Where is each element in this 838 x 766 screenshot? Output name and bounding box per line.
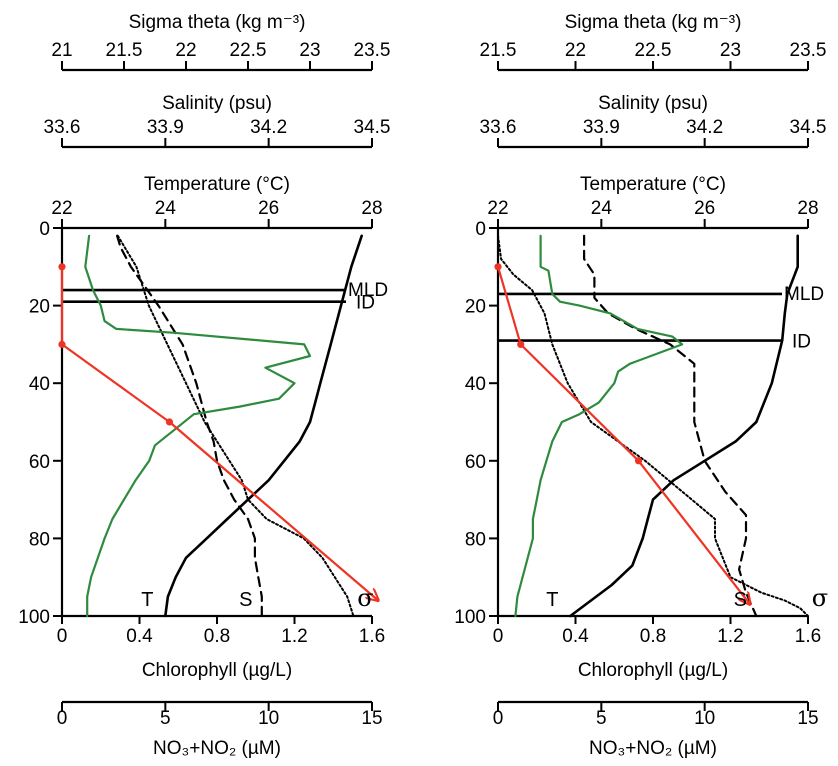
chlorophyll-tick-label: 0 bbox=[57, 626, 68, 647]
temperature-tick-label: 26 bbox=[258, 198, 279, 219]
nitrate-axis-title: NO₃+NO₂ (µM) bbox=[153, 738, 281, 759]
sigma-tick-label: 22 bbox=[565, 40, 586, 61]
nitrate-axis-title: NO₃+NO₂ (µM) bbox=[589, 738, 717, 759]
chlorophyll-axis-title: Chlorophyll (µg/L) bbox=[142, 660, 292, 681]
chlorophyll-tick-label: 1.2 bbox=[281, 626, 307, 647]
nitrate-tick-label: 15 bbox=[797, 708, 818, 729]
temperature-tick-label: 24 bbox=[155, 198, 177, 219]
nitrate-tick-label: 10 bbox=[694, 708, 715, 729]
sigma-profile-line bbox=[497, 234, 809, 617]
nitrate-sample-point bbox=[494, 263, 502, 271]
sigma-curve-label: σ bbox=[357, 584, 373, 612]
sigma-tick-label: 22.5 bbox=[230, 40, 267, 61]
sigma-profile-line bbox=[116, 234, 355, 617]
depth-tick-label: 20 bbox=[29, 297, 50, 318]
chlorophyll-tick-label: 1.6 bbox=[795, 626, 821, 647]
chlorophyll-tick-label: 0.4 bbox=[126, 626, 153, 647]
sigma-tick-label: 23.5 bbox=[790, 40, 827, 61]
temperature-tick-label: 26 bbox=[694, 198, 715, 219]
chlorophyll-tick-label: 1.6 bbox=[359, 626, 385, 647]
nitrate-sample-point bbox=[58, 340, 66, 348]
nitrate-sample-point bbox=[58, 263, 66, 271]
salinity-tick-label: 33.6 bbox=[44, 117, 81, 138]
chlorophyll-tick-label: 0.4 bbox=[562, 626, 589, 647]
temperature-curve-label: T bbox=[546, 589, 558, 611]
salinity-axis-title: Salinity (psu) bbox=[598, 93, 708, 114]
nitrate-tick-label: 0 bbox=[493, 708, 504, 729]
depth-tick-label: 20 bbox=[465, 297, 486, 318]
depth-tick-label: 0 bbox=[475, 219, 486, 240]
depth-tick-label: 80 bbox=[29, 529, 50, 550]
salinity-tick-label: 34.2 bbox=[250, 117, 287, 138]
sigma-tick-label: 23.5 bbox=[354, 40, 391, 61]
temperature-profile-line bbox=[164, 234, 364, 618]
sigma-tick-label: 21.5 bbox=[106, 40, 143, 61]
temperature-tick-label: 28 bbox=[797, 198, 818, 219]
sigma-tick-label: 22.5 bbox=[635, 40, 672, 61]
salinity-curve-label: S bbox=[734, 589, 747, 611]
salinity-tick-label: 33.6 bbox=[480, 117, 517, 138]
depth-tick-label: 40 bbox=[465, 374, 486, 395]
nitrate-tick-label: 10 bbox=[258, 708, 279, 729]
depth-tick-label: 100 bbox=[454, 607, 486, 628]
chlorophyll-tick-label: 0 bbox=[493, 626, 504, 647]
chlorophyll-profile-line bbox=[84, 234, 312, 618]
depth-tick-label: 80 bbox=[465, 529, 486, 550]
sigma-axis-title: Sigma theta (kg m⁻³) bbox=[565, 12, 742, 33]
nitrate-sample-point bbox=[517, 340, 525, 348]
chlorophyll-tick-label: 0.8 bbox=[640, 626, 666, 647]
nitrate-tick-label: 0 bbox=[57, 708, 68, 729]
sigma-tick-label: 21 bbox=[51, 40, 72, 61]
temperature-tick-label: 22 bbox=[51, 198, 72, 219]
sigma-tick-label: 22 bbox=[175, 40, 196, 61]
chlorophyll-axis-title: Chlorophyll (µg/L) bbox=[578, 660, 728, 681]
sigma-curve-label: σ bbox=[812, 584, 828, 612]
salinity-tick-label: 33.9 bbox=[147, 117, 184, 138]
chlorophyll-tick-label: 0.8 bbox=[204, 626, 230, 647]
depth-tick-label: 60 bbox=[465, 452, 486, 473]
layer-label-id: ID bbox=[356, 293, 375, 314]
salinity-profile-line bbox=[115, 234, 263, 618]
salinity-tick-label: 34.2 bbox=[686, 117, 723, 138]
panel-right: 21.5 22 22.5 23 23.5 Sigma theta (kg m⁻³) 33.6… bbox=[454, 12, 828, 759]
temperature-axis-title: Temperature (°C) bbox=[144, 174, 290, 195]
nitrate-tick-label: 5 bbox=[160, 708, 171, 729]
sigma-tick-label: 23 bbox=[720, 40, 741, 61]
depth-tick-label: 0 bbox=[39, 219, 50, 240]
temperature-tick-label: 24 bbox=[591, 198, 613, 219]
salinity-tick-label: 34.5 bbox=[790, 117, 827, 138]
nitrate-sample-point bbox=[634, 457, 643, 465]
temperature-tick-label: 22 bbox=[487, 198, 508, 219]
sigma-tick-label: 23 bbox=[299, 40, 320, 61]
sigma-axis-title: Sigma theta (kg m⁻³) bbox=[129, 12, 306, 33]
salinity-curve-label: S bbox=[239, 589, 252, 611]
layer-label-mld: MLD bbox=[784, 284, 824, 305]
sigma-tick-label: 21.5 bbox=[480, 40, 517, 61]
temperature-tick-label: 28 bbox=[361, 198, 382, 219]
nitrate-profile-line bbox=[60, 265, 378, 601]
nitrate-tick-label: 15 bbox=[361, 708, 382, 729]
layer-label-mld: MLD bbox=[348, 280, 388, 301]
salinity-tick-label: 34.5 bbox=[354, 117, 391, 138]
nitrate-profile-line bbox=[496, 265, 750, 605]
salinity-axis-title: Salinity (psu) bbox=[162, 93, 272, 114]
chlorophyll-tick-label: 1.2 bbox=[717, 626, 743, 647]
temperature-curve-label: T bbox=[141, 589, 153, 611]
depth-tick-label: 40 bbox=[29, 374, 50, 395]
nitrate-sample-point bbox=[165, 418, 174, 426]
panel-left: 21 21.5 22 22.5 23 23.5 Sigma theta (kg m⁻³) 33… bbox=[18, 12, 390, 759]
temperature-axis-title: Temperature (°C) bbox=[580, 174, 726, 195]
depth-tick-label: 100 bbox=[18, 607, 50, 628]
salinity-tick-label: 33.9 bbox=[583, 117, 620, 138]
chlorophyll-profile-line bbox=[514, 234, 684, 618]
nitrate-tick-label: 5 bbox=[596, 708, 607, 729]
layer-label-id: ID bbox=[792, 332, 811, 353]
depth-tick-label: 60 bbox=[29, 452, 50, 473]
